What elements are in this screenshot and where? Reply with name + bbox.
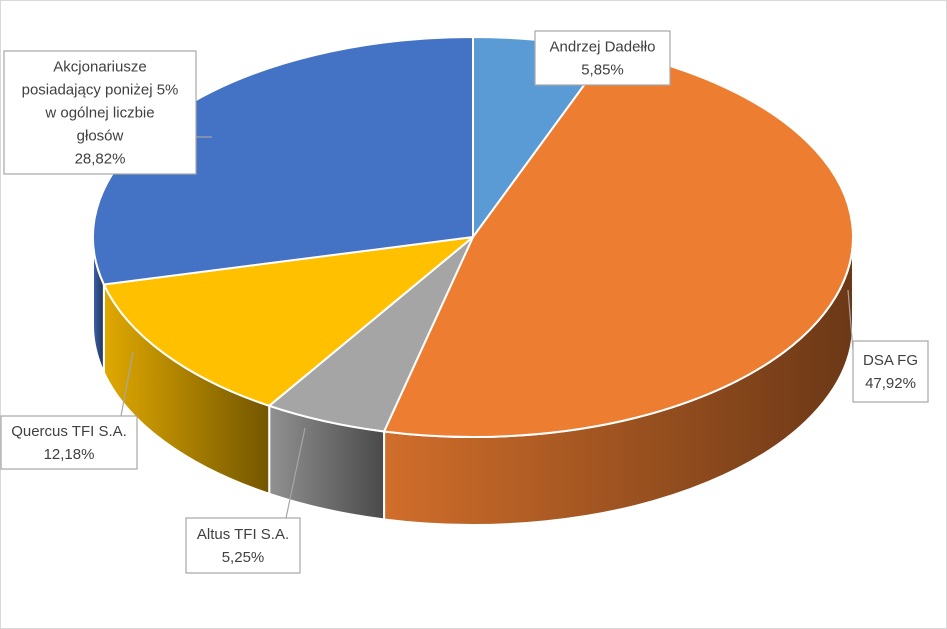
pie-slice-dsa-fg[interactable]: [383, 49, 854, 438]
slice-label: Akcjonariusze: [53, 59, 146, 76]
pie-top-faces: [92, 36, 854, 438]
callout-quercus-tfi-s-a: Quercus TFI S.A. 12,18%: [0, 351, 138, 470]
leader-line: [285, 427, 306, 519]
slice-label: Altus TFI S.A.: [197, 526, 289, 543]
callout-andrzej-dadello: Andrzej Dadełło 5,85%: [534, 30, 671, 86]
callout-box: [185, 517, 301, 574]
leader-line: [847, 289, 854, 351]
callout-box: [3, 50, 197, 175]
slice-label: Andrzej Dadełło: [550, 39, 656, 56]
callout-box: [534, 30, 671, 86]
callout-box: [0, 415, 138, 470]
slice-value-label: 5,85%: [581, 62, 624, 79]
slice-value-label: 28,82%: [75, 151, 126, 168]
pie-slice-quercus-tfi-s-a[interactable]: [102, 236, 474, 407]
slice-label: Quercus TFI S.A.: [11, 423, 127, 440]
callout-box: [852, 340, 929, 403]
slice-value-label: 5,25%: [222, 549, 265, 566]
slice-value-label: 47,92%: [865, 375, 916, 392]
slice-value-label: 12,18%: [44, 446, 95, 463]
callout-altus-tfi-s-a: Altus TFI S.A. 5,25%: [185, 427, 306, 574]
slice-label: DSA FG: [863, 352, 918, 369]
leader-line: [120, 351, 134, 417]
callout-dsa-fg: DSA FG 47,92%: [847, 289, 929, 403]
data-labels: Andrzej Dadełło 5,85% DSA FG 47,92% Altus TF…: [0, 30, 929, 574]
slice-label: głosów: [77, 128, 124, 145]
slice-label: w ogólnej liczbie: [44, 105, 154, 122]
callout-akcjonariusze: Akcjonariusze posiadający poniżej 5% w ogó…: [3, 50, 212, 175]
slice-label: posiadający poniżej 5%: [22, 82, 179, 99]
